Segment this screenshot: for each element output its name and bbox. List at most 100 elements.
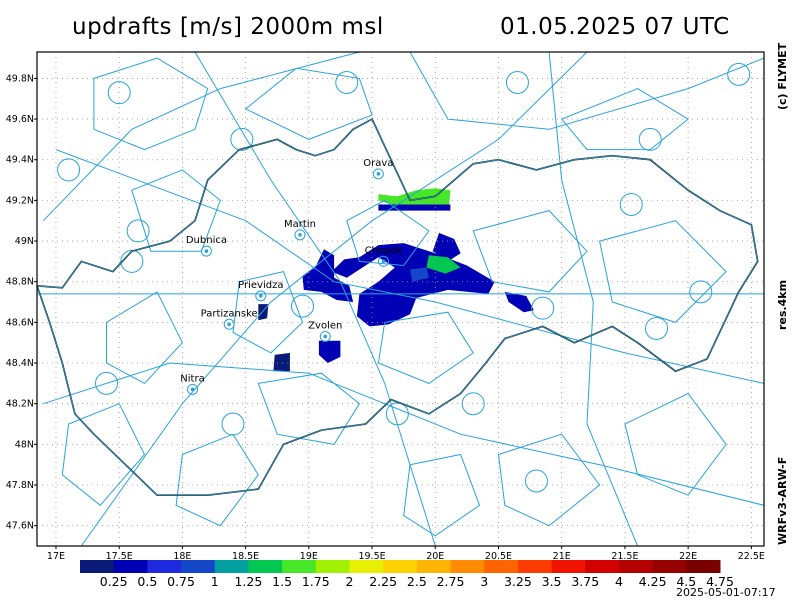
airspace-boundary [175, 433, 259, 527]
legend-label: 2 [345, 574, 353, 589]
city-label: Prievidza [238, 280, 283, 291]
legend-label: 3.75 [571, 574, 599, 589]
lat-tick-label: 49.8N [6, 73, 34, 84]
model-label: WRFv3-ARW-F [776, 456, 789, 545]
airport-zone [689, 280, 713, 304]
legend-label: 0.75 [167, 574, 195, 589]
lat-tick-label: 49.4N [6, 155, 34, 166]
updraft-region [432, 232, 461, 262]
airspace-boundary [497, 433, 601, 527]
legend-swatch [349, 560, 384, 573]
airport-zone [727, 62, 751, 86]
updraft-region [410, 267, 429, 282]
lat-tick-label: 48.4N [6, 358, 34, 369]
lon-tick-label: 18E [173, 551, 191, 562]
legend-label: 4.5 [676, 574, 696, 589]
city-marker [294, 229, 306, 241]
resolution-label: res.4km [776, 279, 789, 330]
airway-line [409, 51, 765, 130]
airspace-boundary [377, 311, 474, 384]
updraft-region [273, 352, 290, 372]
legend-swatch [686, 560, 721, 573]
city-marker [377, 255, 389, 267]
airspace-boundary [599, 220, 727, 323]
lat-tick-label: 47.8N [6, 480, 34, 491]
legend-label: 0.5 [137, 574, 157, 589]
airport-zone [335, 70, 359, 94]
airspace-boundary [403, 453, 481, 537]
city-marker [200, 245, 212, 257]
updraft-region [504, 291, 534, 313]
legend-label: 0.25 [100, 574, 128, 589]
border-airspace-line [36, 118, 759, 496]
legend-swatch [484, 560, 519, 573]
legend-swatch [652, 560, 687, 573]
city-dot [298, 233, 302, 237]
updraft-field [258, 188, 534, 372]
legend-label: 1.75 [302, 574, 330, 589]
legend-label: 4.75 [706, 574, 734, 589]
airspace-boundary [624, 392, 727, 496]
city-dot [376, 172, 381, 176]
airway-line [42, 51, 360, 222]
lat-tick-label: 48N [15, 439, 34, 450]
city-dot [190, 387, 195, 392]
city-marker [319, 330, 331, 342]
lat-tick-label: 49.2N [6, 195, 34, 206]
airport-zone [120, 249, 144, 273]
city-label: Martin [284, 219, 316, 230]
forecast-datetime: 01.05.2025 07 UTC [500, 14, 730, 40]
legend-swatch [214, 560, 249, 573]
legend-swatch [416, 560, 452, 573]
airport-zone [461, 392, 485, 416]
copyright-label: (c) FLYMET [776, 42, 789, 110]
legend-label: 3.25 [504, 574, 532, 589]
airport-zone [619, 192, 643, 216]
legend-swatch [181, 560, 216, 573]
legend-swatch [248, 560, 283, 573]
legend-swatch [551, 560, 586, 573]
airspace-boundary [131, 169, 221, 252]
legend-label: 4 [615, 574, 623, 589]
legend-label: 2.25 [369, 574, 397, 589]
legend-swatch [282, 560, 317, 573]
lon-tick-label: 20E [426, 551, 444, 562]
lon-tick-label: 22E [679, 551, 697, 562]
lat-tick-label: 47.6N [6, 521, 34, 532]
airspace-boundary [93, 57, 209, 151]
city-dot [258, 294, 263, 298]
legend-label: 3.5 [542, 574, 562, 589]
city-label: Nitra [180, 373, 204, 384]
airspace-overlay [36, 51, 765, 547]
city-dot [323, 334, 328, 339]
map-title: updrafts [m/s] 2000m msl [72, 14, 384, 40]
legend-swatch [113, 560, 148, 573]
airway-line [194, 51, 436, 547]
airport-zone [230, 127, 254, 151]
legend-label: 1 [211, 574, 219, 589]
updraft-region [318, 340, 341, 363]
airport-zone [126, 219, 150, 243]
updraft-region [426, 255, 461, 274]
airspace-boundary [244, 67, 373, 140]
legend-swatch [383, 560, 418, 573]
city-label: Zvolen [308, 320, 342, 331]
legend-swatch [618, 560, 654, 573]
updraft-region [302, 249, 354, 302]
city-marker [187, 383, 199, 395]
legend-label: 3 [480, 574, 488, 589]
lon-tick-label: 19E [300, 551, 318, 562]
airport-zone [645, 316, 669, 340]
city-marker [372, 168, 384, 180]
legend-label: 2.5 [407, 574, 427, 589]
lat-tick-label: 48.2N [6, 399, 34, 410]
city-dot [204, 249, 209, 253]
map-frame [36, 51, 765, 547]
legend-label: 2.75 [437, 574, 465, 589]
airport-zone [57, 158, 81, 182]
legend-swatch [517, 560, 553, 573]
updraft-region [378, 188, 451, 207]
airport-zone [531, 296, 555, 320]
lon-tick-label: 21.5E [611, 551, 638, 562]
legend-swatch [315, 560, 350, 573]
